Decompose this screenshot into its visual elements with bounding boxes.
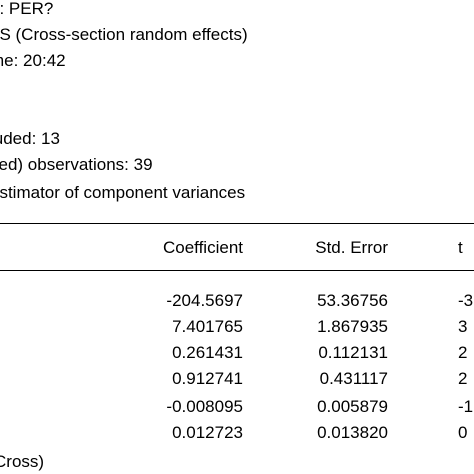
table-header-rule [0,270,474,271]
effects-specification-label: Cross) [0,452,45,471]
coefficient-column-header: Coefficient [162,238,243,257]
std-error-cell: 53.36756 [317,291,388,310]
dependent-variable-line: e: PER? [0,0,54,18]
std-error-cell: 0.013820 [317,423,388,442]
std-error-column-header: Std. Error [315,238,388,257]
cross-sections-line: luded: 13 [0,129,60,148]
observations-line: ced) observations: 39 [0,155,153,174]
t-stat-column-header: t [458,238,463,257]
t-stat-cell: -3 [458,291,474,310]
table-top-rule [0,223,474,224]
coefficient-cell: 0.261431 [172,343,243,362]
t-stat-cell: 3 [458,317,468,336]
coefficient-cell: 0.912741 [172,369,243,388]
t-stat-cell: 0 [458,423,468,442]
t-stat-cell: 2 [458,343,468,362]
coefficient-cell: -0.008095 [166,397,243,416]
std-error-cell: 0.005879 [317,397,388,416]
coefficient-cell: 0.012723 [172,423,243,442]
t-stat-cell: 2 [458,369,468,388]
t-stat-cell: -1 [458,397,474,416]
std-error-cell: 0.112131 [318,343,388,362]
variance-estimator-line: estimator of component variances [0,183,246,202]
coefficient-cell: -204.5697 [166,291,243,310]
method-line: LS (Cross-section random effects) [0,25,248,44]
coefficient-cell: 7.401765 [172,317,243,336]
time-line: me: 20:42 [0,51,66,70]
std-error-cell: 0.431117 [319,369,388,388]
std-error-cell: 1.867935 [317,317,388,336]
